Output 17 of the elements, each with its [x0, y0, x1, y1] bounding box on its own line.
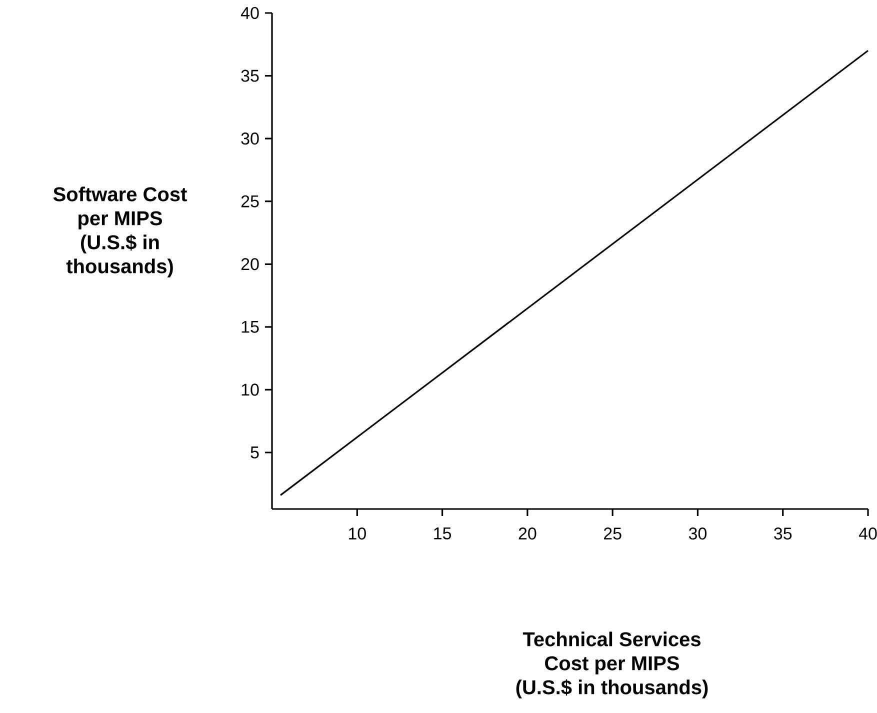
x-tick-label: 40 [858, 528, 877, 540]
x-tick-label: 10 [348, 528, 366, 540]
y-tick-label: 15 [242, 320, 259, 333]
x-tick-label: 20 [518, 528, 536, 540]
y-tick-label: 25 [241, 195, 259, 208]
y-tick-label: 10 [242, 384, 259, 396]
y-tick-label: 20 [241, 258, 259, 270]
x-axis-title: Technical Services Cost per MIPS (U.S.$ in thousands) [516, 632, 708, 698]
y-tick-label: 30 [241, 132, 259, 145]
x-tick-label: 25 [604, 528, 622, 540]
x-tick-label: 30 [688, 528, 707, 540]
y-tick-label: 40 [240, 6, 259, 20]
y-tick-label: 5 [250, 446, 259, 458]
y-tick-label: 35 [241, 70, 259, 82]
x-tick-label: 35 [774, 528, 792, 540]
y-axis-title: Software Cost per MIPS (U.S.$ in thousands) [53, 186, 187, 278]
x-tick-label: 15 [434, 528, 452, 540]
